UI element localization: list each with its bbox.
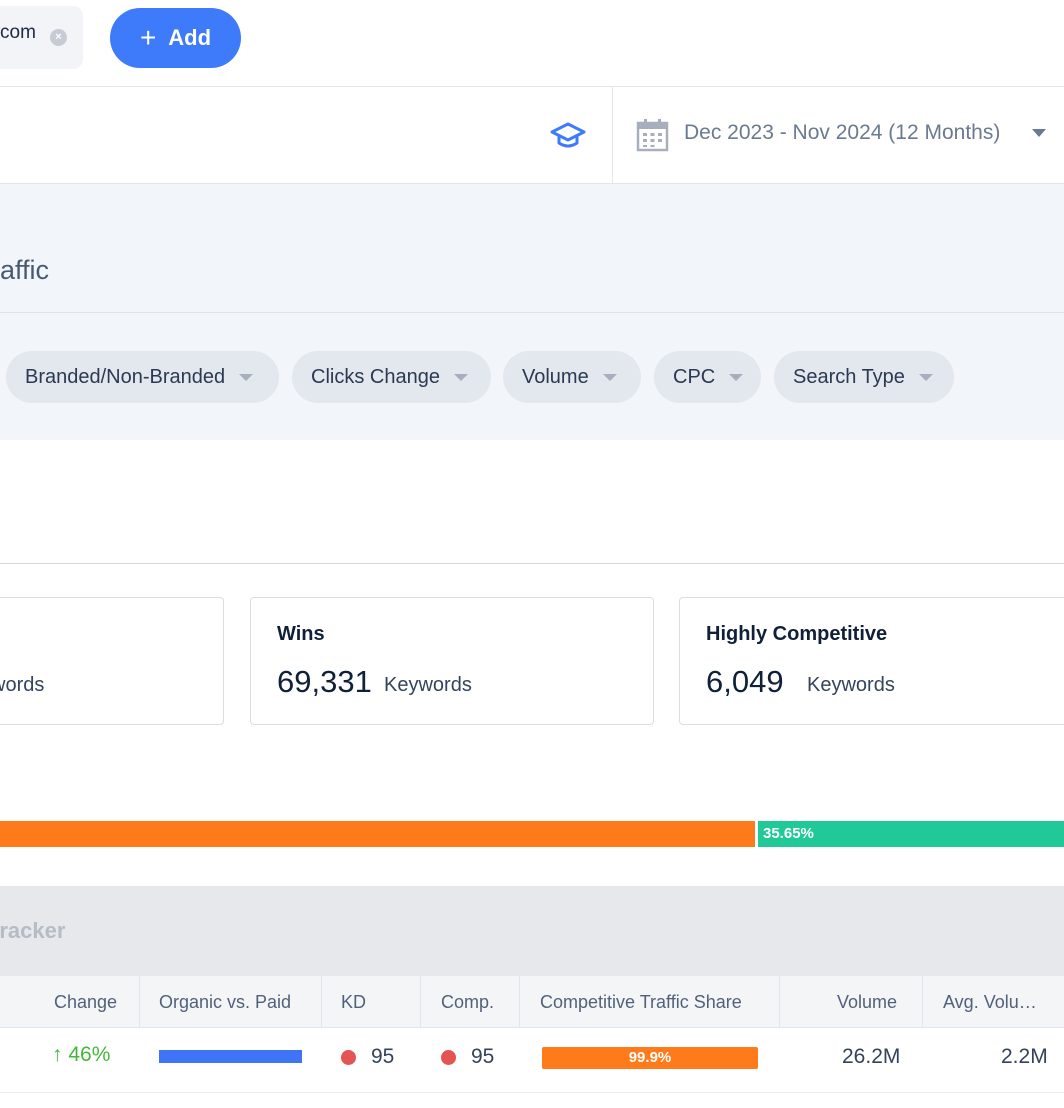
stat-card-title: Highly Competitive [706,623,888,645]
column-header-change[interactable]: Change [54,992,118,1012]
calendar-icon [636,119,669,152]
section-divider [0,563,1064,564]
avg-volume-value: 2.2M [1001,1045,1048,1068]
panel-divider [0,312,1064,313]
column-separator [321,976,322,1027]
organic-share-bar [0,821,755,847]
dropdown-arrow-icon [453,373,468,381]
date-bar-separator [612,87,613,183]
column-separator [519,976,520,1027]
domain-chip-label: com [0,22,36,43]
add-button-label: Add [168,25,212,50]
dropdown-arrow-icon [602,373,617,381]
arrow-up-icon: ↑ [52,1043,63,1066]
domain-chip[interactable]: com × [0,6,83,69]
filter-label: CPC [673,365,716,388]
stat-card-unit: Keywords [807,674,895,696]
column-separator [922,976,923,1027]
volume-value: 26.2M [842,1045,901,1068]
change-cell: ↑ 46% [52,1043,110,1067]
traffic-share-bar: 99.9% [542,1047,758,1069]
table-title: tracker [0,918,66,943]
organic-vs-paid-bar [159,1050,302,1063]
column-separator [139,976,140,1027]
change-value: 46% [68,1043,111,1066]
panel-title: affic [0,255,50,285]
paid-share-bar: 35.65% [758,821,1064,847]
table-header-band: tracker [0,886,1064,976]
column-header-organic-vs-paid[interactable]: Organic vs. Paid [159,992,292,1012]
stat-card-wins[interactable]: Wins 69,331 Keywords [250,597,654,725]
plus-icon: + [139,22,157,53]
table-row[interactable] [0,1028,1064,1093]
filter-volume[interactable]: Volume [503,351,641,403]
comp-value: 95 [471,1045,495,1068]
stat-card-highly-competitive[interactable]: Highly Competitive 6,049 Keywords [679,597,1064,725]
stat-card-unit: Keywords [384,674,472,696]
top-bar: com × + Add [0,0,1064,87]
filter-clicks-change[interactable]: Clicks Change [292,351,491,403]
stat-card-keywords: words [0,597,224,725]
comp-level-dot [441,1050,456,1065]
stat-card-value: 6,049 [706,664,784,699]
filter-search-type[interactable]: Search Type [774,351,954,403]
close-circle-icon[interactable]: × [50,29,67,46]
stat-card-value: 69,331 [277,664,372,699]
date-bar [0,87,1064,184]
column-separator [779,976,780,1027]
stat-card-title: Wins [277,623,325,645]
graduation-cap-icon[interactable] [550,120,586,150]
column-header-volume[interactable]: Volume [837,992,898,1012]
stat-card-unit: words [0,674,45,696]
kd-value: 95 [371,1045,395,1068]
filter-cpc[interactable]: CPC [654,351,761,403]
column-header-kd[interactable]: KD [341,992,367,1012]
filter-branded-non-branded[interactable]: Branded/Non-Branded [6,351,279,403]
filter-label: Search Type [793,365,905,388]
kd-difficulty-dot [341,1050,356,1065]
paid-share-label: 35.65% [763,825,814,842]
filter-label: Clicks Change [311,365,440,388]
filter-label: Branded/Non-Branded [25,365,226,388]
filter-label: Volume [522,365,589,388]
column-separator [420,976,421,1027]
date-range-selector[interactable]: Dec 2023 - Nov 2024 (12 Months) [684,121,1001,144]
dropdown-arrow-icon [729,373,744,381]
table-column-header-row [0,976,1064,1028]
dropdown-arrow-icon [918,373,933,381]
column-header-competitive-traffic-share[interactable]: Competitive Traffic Share [540,992,742,1012]
column-header-comp[interactable]: Comp. [441,992,495,1012]
dropdown-arrow-icon [239,373,254,381]
column-header-avg-volume[interactable]: Avg. Volu… [943,992,1037,1012]
add-button[interactable]: + Add [110,8,241,68]
chevron-down-icon[interactable] [1032,129,1046,137]
